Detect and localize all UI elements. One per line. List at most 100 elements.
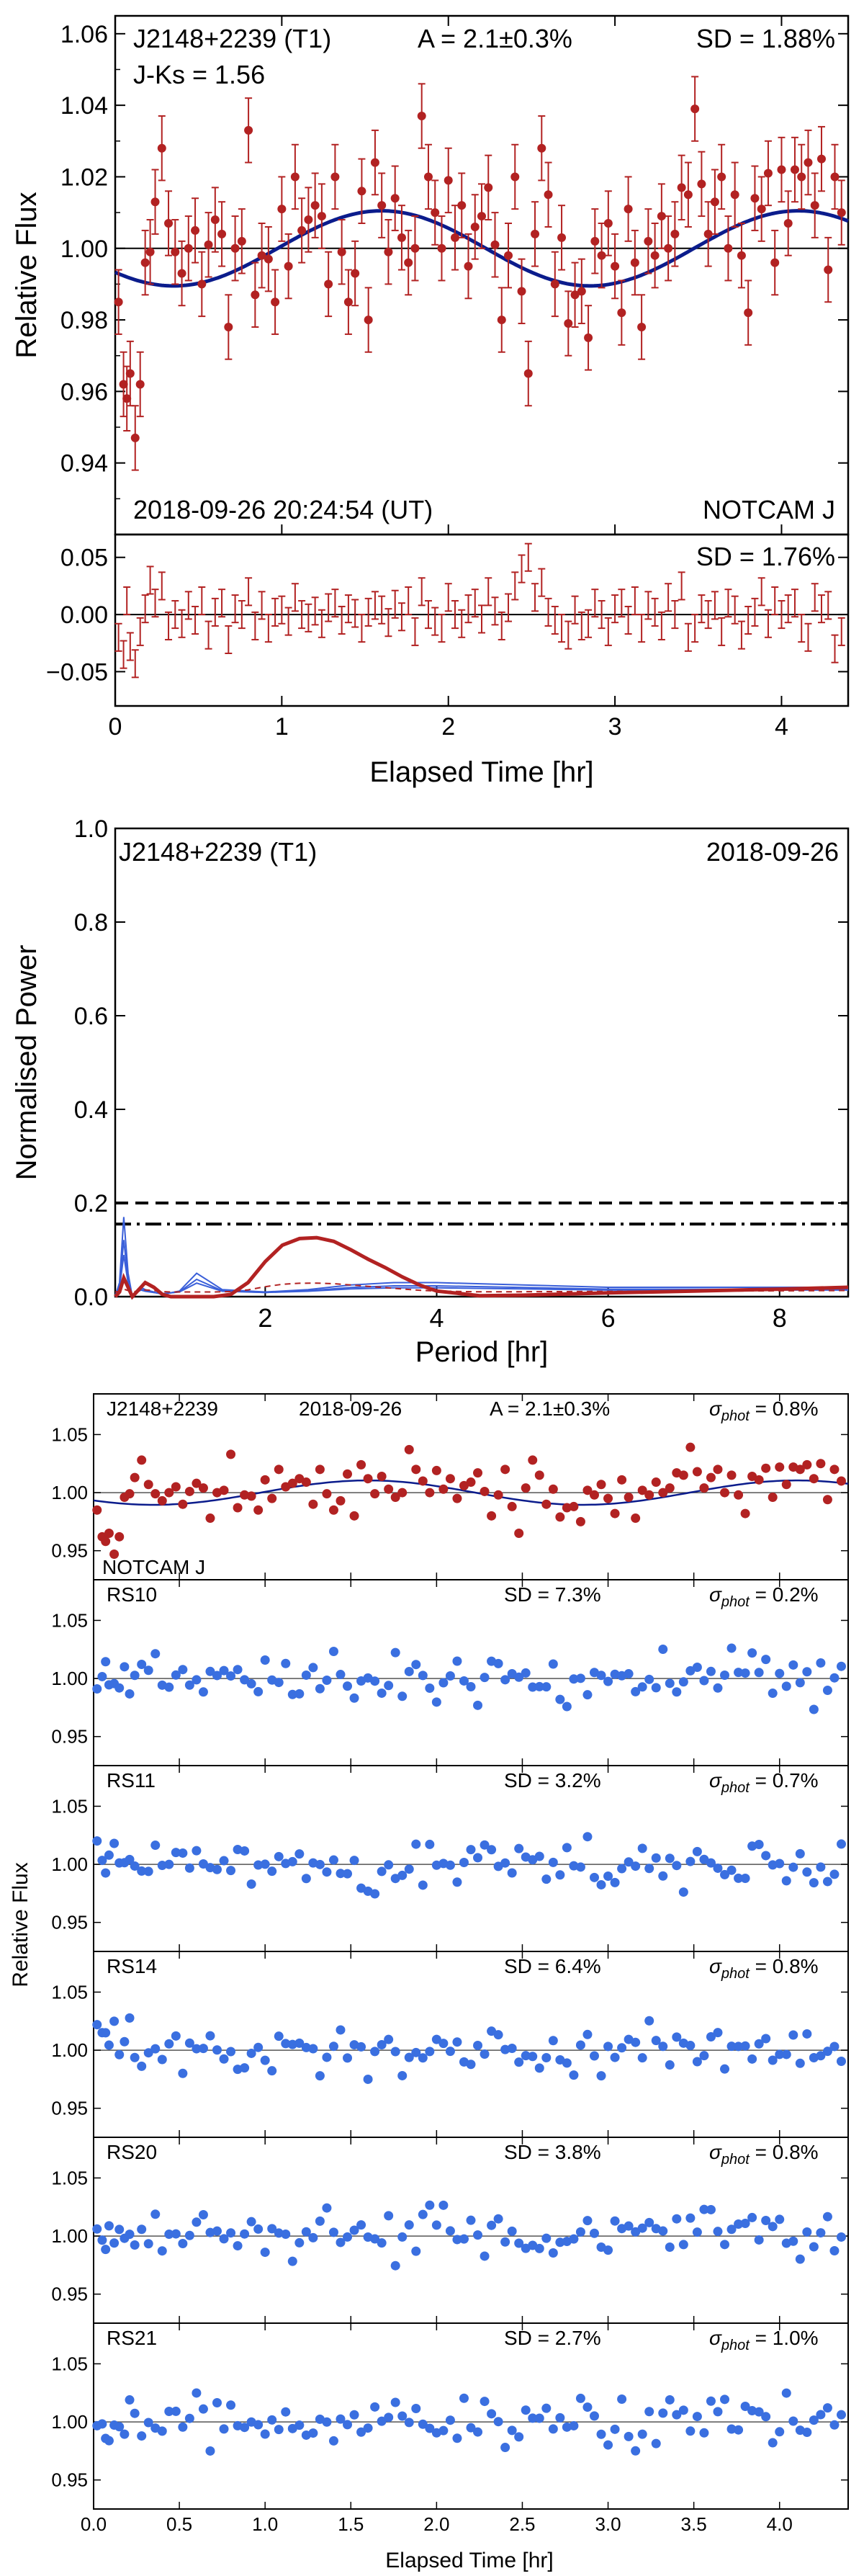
xtick-label: 3 (608, 713, 622, 741)
comparison-grid: Relative Flux Elapsed Time [hr] 0.951.00… (9, 1393, 849, 2572)
data-point (328, 2227, 338, 2237)
data-point (97, 1671, 107, 1681)
xtick-label: 8 (773, 1303, 787, 1333)
data-point (322, 1675, 332, 1685)
data-point (198, 2404, 208, 2414)
data-point (425, 1839, 435, 1849)
data-point (157, 143, 166, 153)
data-point (437, 243, 446, 253)
data-point (343, 298, 353, 307)
data-point (294, 2038, 305, 2048)
data-point (631, 2227, 641, 2237)
panel-sigma: σphot = 0.8% (709, 1955, 819, 1982)
data-point (534, 1470, 544, 1480)
data-point (192, 1478, 202, 1488)
data-point (452, 2433, 462, 2443)
sigma-subscript: phot (721, 1408, 750, 1424)
data-point (349, 2225, 359, 2235)
data-point (452, 1877, 462, 1887)
data-point (829, 2041, 840, 2052)
data-point (384, 2211, 394, 2221)
data-point (294, 2420, 305, 2430)
data-point (104, 2221, 114, 2231)
data-point (490, 240, 500, 249)
data-point (336, 2414, 346, 2424)
data-point (410, 243, 420, 253)
data-point (253, 1686, 264, 1696)
data-point (541, 1499, 552, 1509)
data-point (192, 2388, 202, 2398)
data-point (97, 2235, 107, 2245)
data-point (665, 2060, 675, 2070)
data-point (692, 2057, 702, 2067)
data-point (726, 2424, 737, 2434)
xtick-label: 2 (258, 1303, 272, 1333)
data-point (315, 1464, 325, 1475)
ytick-label: 1.00 (51, 1668, 88, 1689)
data-point (644, 1864, 654, 1874)
data-point (281, 2407, 291, 2417)
data-point (328, 1855, 338, 1865)
data-point (726, 2224, 737, 2235)
data-point (569, 2070, 579, 2080)
data-point (164, 2039, 174, 2049)
panel-sd: SD = 7.3% (504, 1583, 601, 1606)
data-point (500, 1858, 510, 1868)
data-point (125, 369, 135, 378)
xtick-label: 2.5 (509, 2513, 535, 2535)
data-point (596, 1671, 606, 1681)
data-point (294, 2237, 305, 2248)
data-point (757, 205, 766, 214)
data-point (816, 154, 826, 164)
data-point (569, 2420, 579, 2430)
data-point (480, 1840, 490, 1850)
data-point (377, 2238, 387, 2248)
grid-panel-rs21: 0.95 1.00 1.05 0.0 0.5 1.0 1.5 2.0 2.5 3.0 3.5 4.0 R… (51, 2322, 849, 2535)
data-point (143, 1480, 153, 1490)
ytick-label: 0.00 (60, 601, 108, 629)
data-point (219, 2234, 229, 2244)
data-point (336, 2025, 346, 2035)
data-point (761, 2215, 771, 2225)
data-point (397, 1870, 408, 1880)
panel-sigma: σphot = 1.0% (709, 2327, 819, 2353)
ytick-label: 0.95 (51, 2469, 88, 2491)
data-point (287, 1478, 297, 1488)
data-point (706, 2031, 716, 2041)
data-point (783, 219, 793, 228)
data-point (658, 2226, 668, 2236)
data-point (713, 2028, 723, 2038)
data-point (219, 2424, 229, 2434)
data-point (582, 1690, 593, 1700)
data-point (713, 1863, 723, 1873)
sigma-symbol: σ (709, 1397, 722, 1420)
data-point (603, 1493, 613, 1503)
data-point (836, 1476, 846, 1486)
ytick-label: 1.00 (51, 2411, 88, 2433)
data-point (610, 1877, 620, 1887)
data-point (438, 2039, 449, 2049)
data-point (438, 1484, 449, 1494)
data-point (697, 179, 706, 189)
data-point (569, 1674, 579, 1684)
data-point (816, 1862, 826, 1872)
ytick-label: 1.05 (51, 1795, 88, 1817)
data-point (507, 2044, 517, 2054)
data-point (143, 1866, 153, 1877)
data-point (226, 1449, 236, 1459)
sigma-value: = 0.2% (750, 1583, 819, 1606)
grid-panel-j2148-2239: 0.95 1.00 1.05 J2148+2239 2018-09-26 A = 2.1±… (51, 1393, 849, 1580)
data-point (150, 197, 160, 207)
data-point (544, 190, 553, 200)
data-point (246, 2217, 256, 2227)
data-point (274, 1851, 284, 1861)
data-point (726, 1643, 737, 1653)
data-point (457, 201, 467, 210)
data-point (555, 2237, 565, 2248)
data-point (164, 219, 174, 228)
data-point (724, 243, 733, 253)
data-point (253, 2224, 264, 2234)
data-point (246, 1678, 256, 1689)
data-point (205, 1666, 215, 1676)
data-point (274, 1678, 284, 1688)
